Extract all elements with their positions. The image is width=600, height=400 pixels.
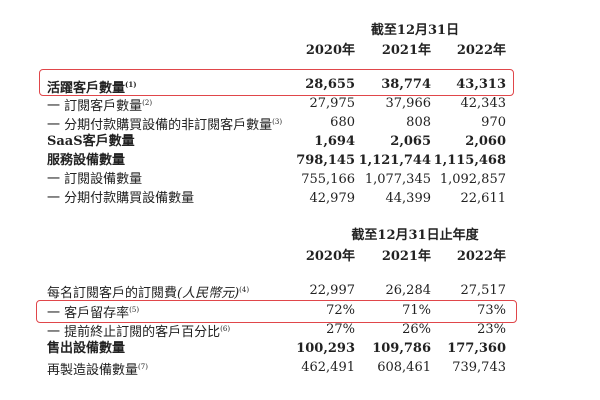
section1-year-2022: 2022年 <box>456 43 506 58</box>
row-label: 售出設備數量 <box>47 339 125 358</box>
cell-value: 42,979 <box>309 191 356 206</box>
row-label: 一 提前終止訂閱的客戶百分比(6) <box>47 320 230 342</box>
footnote-ref: (4) <box>239 286 250 294</box>
section1-period-header: 截至12月31日 <box>370 23 460 38</box>
footnote-ref: (6) <box>220 325 231 333</box>
row-label: 一 訂閱客戶數量(2) <box>47 94 152 116</box>
footnote-ref: (1) <box>125 80 137 89</box>
cell-value: 1,694 <box>314 134 355 149</box>
row-label: SaaS客戶數量 <box>47 132 135 151</box>
section2-year-2021: 2021年 <box>381 249 431 264</box>
cell-value: 2,060 <box>465 134 506 149</box>
section2-period-header: 截至12月31日止年度 <box>351 228 479 243</box>
row-label-text: 一 訂閱客戶數量 <box>47 99 143 114</box>
row-label-unit: (人民幣元) <box>177 286 240 301</box>
row-label: 每名訂閱客戶的訂閱費(人民幣元)(4) <box>47 281 249 303</box>
table-row: 一 訂閱設備數量 755,166 1,077,345 1,092,857 <box>0 170 600 189</box>
row-label-text: 活躍客戶數量 <box>47 81 126 96</box>
row-label-text: 一 分期付款購買設備的非訂閱客戶數量 <box>47 118 273 133</box>
cell-value: 23% <box>477 322 506 337</box>
cell-value: 109,786 <box>372 341 431 356</box>
row-label: 一 訂閱設備數量 <box>47 170 142 189</box>
cell-value: 100,293 <box>296 341 355 356</box>
table-row: 活躍客戶數量(1) 28,655 38,774 43,313 <box>0 75 600 96</box>
table-row: 一 提前終止訂閱的客戶百分比(6) 27% 26% 23% <box>0 320 600 342</box>
cell-value: 798,145 <box>296 153 355 168</box>
cell-value: 22,997 <box>309 283 356 298</box>
highlight-box-active-customers <box>39 69 514 96</box>
cell-value: 680 <box>330 115 355 130</box>
row-label-text: 售出設備數量 <box>47 341 126 356</box>
table-row: 一 分期付款購買設備的非訂閱客戶數量(3) 680 808 970 <box>0 113 600 135</box>
section2-year-2022: 2022年 <box>456 249 506 264</box>
row-label-text: 一 訂閱設備數量 <box>47 172 143 187</box>
row-label: 再製造設備數量(7) <box>47 358 148 380</box>
cell-value: 739,743 <box>452 360 506 375</box>
cell-value: 26,284 <box>385 283 432 298</box>
section1-year-2020: 2020年 <box>305 43 355 58</box>
row-label: 活躍客戶數量(1) <box>47 75 137 98</box>
footnote-ref: (5) <box>129 306 140 314</box>
row-label-text: 每名訂閱客戶的訂閱費 <box>47 286 178 301</box>
cell-value: 755,166 <box>301 172 355 187</box>
row-label-text: 一 分期付款購買設備數量 <box>47 191 195 206</box>
cell-value: 42,343 <box>460 96 507 111</box>
table-row: 再製造設備數量(7) 462,491 608,461 739,743 <box>0 358 600 380</box>
cell-value: 27,517 <box>460 283 507 298</box>
footnote-ref: (7) <box>138 363 148 371</box>
section1-year-2021: 2021年 <box>381 43 431 58</box>
cell-value: 73% <box>477 303 506 318</box>
cell-value: 177,360 <box>447 341 506 356</box>
row-label: 一 客戶留存率(5) <box>47 301 139 323</box>
cell-value: 37,966 <box>385 96 432 111</box>
footnote-ref: (3) <box>272 118 283 126</box>
footnote-ref: (2) <box>142 99 153 107</box>
cell-value: 970 <box>481 115 506 130</box>
cell-value: 1,121,744 <box>358 153 431 168</box>
cell-value: 22,611 <box>460 191 507 206</box>
row-label-text: SaaS客戶數量 <box>47 134 135 149</box>
row-label-text: 一 提前終止訂閱的客戶百分比 <box>47 325 221 340</box>
section2-year-2020: 2020年 <box>305 249 355 264</box>
highlight-box-retention-rate <box>36 300 517 323</box>
cell-value: 43,313 <box>456 77 506 92</box>
cell-value: 1,115,468 <box>433 153 506 168</box>
cell-value: 71% <box>402 303 431 318</box>
row-label: 一 分期付款購買設備數量 <box>47 189 194 208</box>
cell-value: 1,077,345 <box>364 172 431 187</box>
table-row: 每名訂閱客戶的訂閱費(人民幣元)(4) 22,997 26,284 27,517 <box>0 281 600 303</box>
cell-value: 72% <box>326 303 355 318</box>
cell-value: 1,092,857 <box>439 172 506 187</box>
row-label-text: 服務設備數量 <box>47 153 126 168</box>
cell-value: 27,975 <box>309 96 356 111</box>
cell-value: 26% <box>402 322 431 337</box>
row-label-text: 一 客戶留存率 <box>47 306 130 321</box>
cell-value: 462,491 <box>301 360 355 375</box>
cell-value: 27% <box>326 322 355 337</box>
row-label: 一 分期付款購買設備的非訂閱客戶數量(3) <box>47 113 282 135</box>
cell-value: 2,065 <box>390 134 431 149</box>
table-row: SaaS客戶數量 1,694 2,065 2,060 <box>0 132 600 151</box>
table-row: 一 客戶留存率(5) 72% 71% 73% <box>0 301 600 323</box>
row-label: 服務設備數量 <box>47 151 125 170</box>
table-row: 一 訂閱客戶數量(2) 27,975 37,966 42,343 <box>0 94 600 116</box>
cell-value: 808 <box>406 115 431 130</box>
table-row: 服務設備數量 798,145 1,121,744 1,115,468 <box>0 151 600 170</box>
cell-value: 608,461 <box>377 360 431 375</box>
cell-value: 28,655 <box>305 77 355 92</box>
cell-value: 38,774 <box>381 77 431 92</box>
cell-value: 44,399 <box>385 191 432 206</box>
row-label-text: 再製造設備數量 <box>47 363 139 378</box>
table-row: 一 分期付款購買設備數量 42,979 44,399 22,611 <box>0 189 600 208</box>
table-row: 售出設備數量 100,293 109,786 177,360 <box>0 339 600 358</box>
